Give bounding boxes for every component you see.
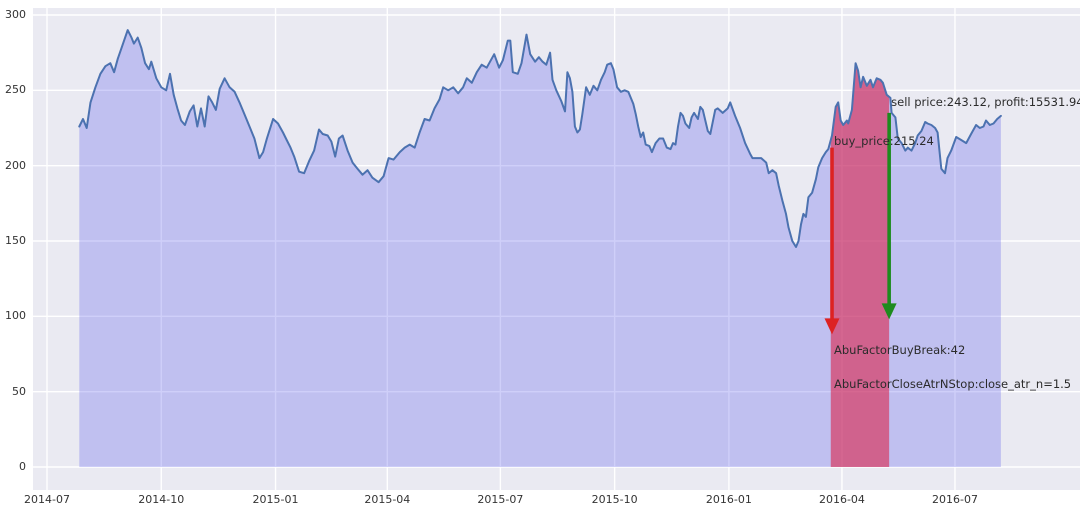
y-tick-label: 200 bbox=[5, 158, 26, 172]
x-tick-label: 2015-10 bbox=[591, 493, 638, 506]
y-tick-label: 300 bbox=[5, 7, 26, 21]
x-tick-label: 2016-07 bbox=[931, 493, 978, 506]
x-tick-label: 2014-07 bbox=[24, 493, 70, 506]
x-tick-label: 2014-10 bbox=[138, 493, 185, 506]
y-tick-label: 150 bbox=[5, 233, 26, 247]
price-line bbox=[78, 29, 1002, 248]
x-tick-label: 2015-01 bbox=[252, 493, 299, 506]
close-factor-annotation: AbuFactorCloseAtrNStop:close_atr_n=1.5 bbox=[834, 376, 1072, 391]
sell-price-annotation: sell price:243.12, profit:15531.94 bbox=[891, 94, 1080, 109]
y-tick-label: 250 bbox=[5, 83, 26, 97]
price-area-fill bbox=[79, 30, 1001, 467]
buy-factor-annotation: AbuFactorBuyBreak:42 bbox=[834, 343, 966, 358]
x-tick-label: 2015-07 bbox=[477, 493, 524, 506]
y-tick-label: 50 bbox=[12, 384, 26, 398]
chart-title: usTSLA bbox=[437, 0, 677, 6]
x-tick-label: 2016-01 bbox=[705, 493, 752, 506]
buy-price-annotation: buy_price:215.24 bbox=[834, 134, 934, 149]
x-tick-label: 2015-04 bbox=[364, 493, 411, 506]
buy-arrow bbox=[824, 147, 840, 335]
y-tick-label: 0 bbox=[19, 460, 26, 473]
sell-arrow bbox=[881, 112, 897, 320]
x-tick-label: 2016-04 bbox=[818, 493, 865, 506]
holding-period-band bbox=[830, 63, 890, 467]
y-tick-label: 100 bbox=[5, 309, 26, 323]
